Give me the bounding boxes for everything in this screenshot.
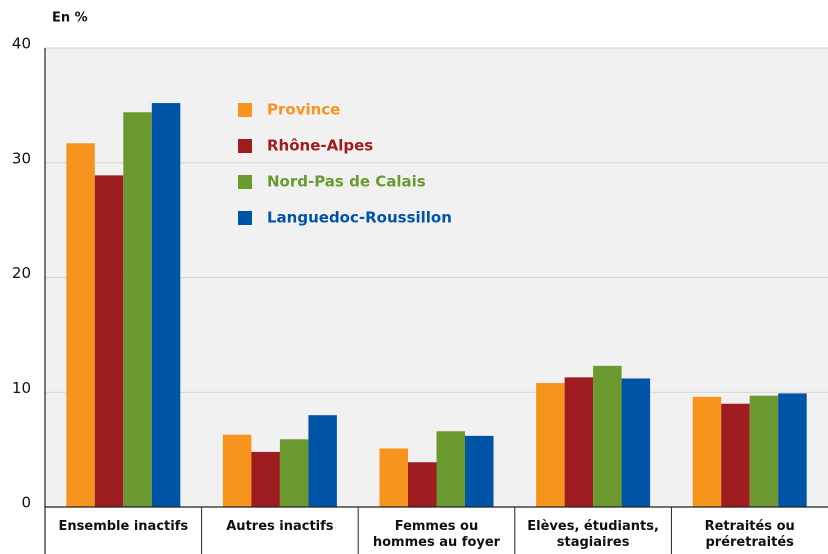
bar xyxy=(408,462,437,507)
bar xyxy=(251,451,280,507)
x-tick-label: Ensemble inactifs xyxy=(58,519,189,534)
bar xyxy=(436,431,465,507)
legend-label: Nord-Pas de Calais xyxy=(267,173,426,191)
bar xyxy=(151,103,181,507)
bar xyxy=(721,403,750,507)
legend-label: Province xyxy=(267,101,340,119)
bar xyxy=(749,395,779,507)
bar xyxy=(279,439,309,507)
bar xyxy=(222,434,252,507)
bar xyxy=(536,383,565,507)
bar xyxy=(465,435,494,507)
bar xyxy=(692,396,722,507)
bar xyxy=(564,377,594,507)
bar xyxy=(379,448,408,507)
legend-swatch xyxy=(238,139,252,153)
x-tick-label: Elèves, étudiants, stagiaires xyxy=(527,519,659,550)
legend-label: Languedoc-Roussillon xyxy=(267,209,452,227)
legend-swatch xyxy=(238,103,252,117)
bar xyxy=(621,378,651,507)
y-tick-label: 10 xyxy=(12,379,31,397)
bar xyxy=(778,393,807,507)
x-tick-label: Autres inactifs xyxy=(226,519,334,534)
y-axis-label: En % xyxy=(52,11,88,26)
x-tick-label: Femmes ou hommes au foyer xyxy=(372,519,501,550)
bar xyxy=(308,415,337,507)
y-tick-label: 20 xyxy=(12,264,31,282)
y-tick-label: 0 xyxy=(21,494,31,512)
legend-label: Rhône-Alpes xyxy=(267,137,373,155)
bar xyxy=(123,112,152,507)
legend-swatch xyxy=(238,175,252,189)
y-tick-label: 40 xyxy=(12,35,31,53)
bar xyxy=(593,365,622,507)
y-tick-label: 30 xyxy=(12,149,31,167)
legend-swatch xyxy=(238,211,252,225)
bar xyxy=(66,143,95,507)
bar xyxy=(94,175,124,507)
x-tick-label: Retraités ou préretraités xyxy=(704,519,795,550)
